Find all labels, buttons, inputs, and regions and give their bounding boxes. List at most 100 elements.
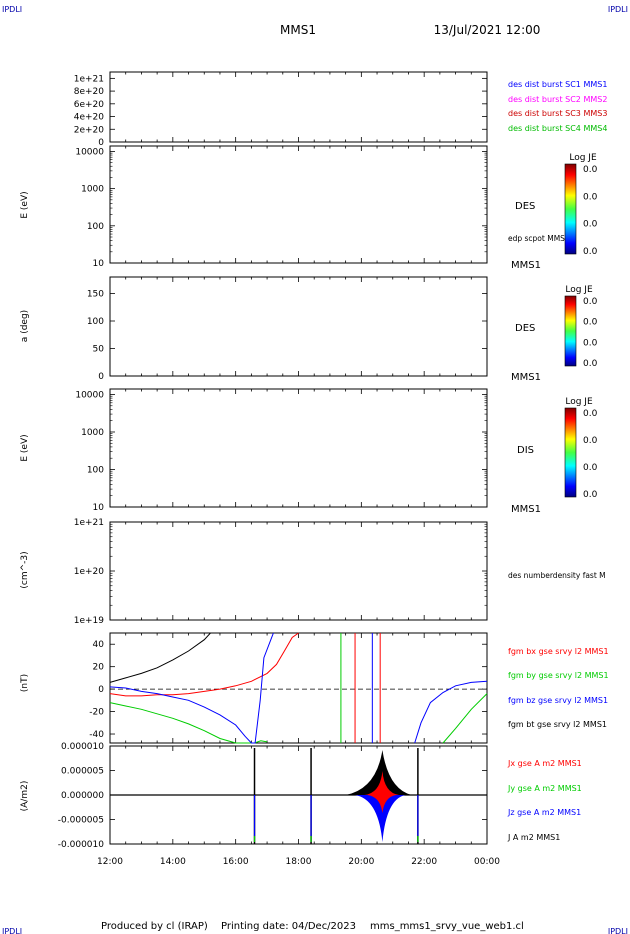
xtick-label: 16:00	[223, 857, 249, 867]
colorbar-tick-label: 0.0	[583, 297, 598, 307]
ylabel-pitch-angle: a (deg)	[20, 310, 30, 342]
plot-traces	[109, 141, 488, 844]
colorbar-tick-label: 0.0	[583, 490, 598, 500]
ytick-label: 20	[93, 663, 105, 673]
legend-density: des numberdensity fast M	[508, 571, 606, 580]
ytick-label: -40	[89, 730, 104, 740]
trace-bt	[109, 632, 211, 683]
label-dis-energy: DIS	[517, 445, 534, 456]
panel-frame-4	[109, 388, 488, 508]
ytick-label: 100	[87, 465, 104, 475]
label-mms1-panel2: MMS1	[511, 260, 541, 271]
colorbar-tick-label: 0.0	[583, 436, 598, 446]
current-cusp-jz	[355, 795, 406, 842]
ytick-label: 4e+20	[74, 113, 105, 123]
ytick-label: 0	[98, 138, 104, 148]
panel-frames	[109, 71, 488, 845]
ylabel-energy-dis: E (eV)	[20, 434, 30, 461]
ytick-label: 10000	[75, 147, 104, 157]
legend-j: J A m2 MMS1	[507, 833, 560, 842]
colorbar-tick-label: 0.0	[583, 192, 598, 202]
panel-frame-2	[109, 145, 488, 264]
colorbar-tick-label: 0.0	[583, 409, 598, 419]
ytick-label: 50	[93, 345, 105, 355]
footer-printing-date: Printing date: 04/Dec/2023	[221, 921, 356, 932]
colorbar-tick-label: 0.0	[583, 165, 598, 175]
current-cusp-jx	[364, 771, 400, 795]
ytick-label: 0.000005	[61, 767, 104, 777]
colorbar-1	[564, 163, 577, 255]
y-axis-tick-labels: 02e+204e+206e+208e+201e+2110100100010000…	[58, 74, 104, 850]
colorbar-title-panel4: Log JE	[565, 397, 593, 407]
trace-bx	[109, 632, 299, 697]
label-des-energy: DES	[515, 201, 535, 212]
ytick-label: 1e+21	[74, 518, 104, 528]
legend-des-sc1: des dist burst SC1 MMS1	[508, 80, 607, 89]
ytick-label: 1e+21	[74, 74, 104, 84]
xtick-label: 14:00	[160, 857, 186, 867]
footer-produced-by: Produced by cl (IRAP)	[101, 921, 208, 932]
spacecraft-title: MMS1	[280, 23, 316, 37]
legend-des-sc4: des dist burst SC4 MMS4	[508, 124, 607, 133]
ytick-label: -0.000010	[58, 840, 104, 850]
colorbars: 0.0 0.0 0.0 0.0 0.0 0.0 0.0 0.0 0.0 0.0 0.0 0.0	[564, 163, 598, 500]
datetime-title: 13/Jul/2021 12:00	[434, 23, 541, 37]
ylabel-current-density: (A/m2)	[20, 781, 30, 812]
ytick-label: 10	[93, 503, 105, 513]
ytick-label: 8e+20	[74, 87, 105, 97]
colorbar-tick-label: 0.0	[583, 220, 598, 230]
trace-by-late	[442, 693, 488, 744]
ytick-label: 1e+20	[74, 567, 105, 577]
ytick-label: 1e+19	[74, 616, 105, 626]
trace-bz-late	[414, 680, 488, 744]
xtick-label: 00:00	[474, 857, 500, 867]
ytick-label: -0.000005	[58, 816, 104, 826]
ylabel-magnetic-field: (nT)	[20, 674, 30, 692]
ytick-label: 100	[87, 222, 104, 232]
ytick-label: 10	[93, 259, 105, 269]
ylabel-energy-des: E (eV)	[20, 191, 30, 218]
colorbar-tick-label: 0.0	[583, 463, 598, 473]
colorbar-3	[564, 407, 577, 498]
legend-des-sc3: des dist burst SC3 MMS3	[508, 109, 607, 118]
trace-by	[109, 702, 268, 744]
xtick-label: 18:00	[286, 857, 312, 867]
colorbar-tick-label: 0.0	[583, 247, 598, 257]
panel-frame-3	[109, 276, 488, 377]
ytick-label: 2e+20	[74, 125, 105, 135]
colorbar-title-panel2: Log JE	[569, 153, 597, 163]
legend-bz: fgm bz gse srvy l2 MMS1	[508, 696, 608, 705]
ytick-label: 1000	[81, 185, 104, 195]
label-mms1-panel4: MMS1	[511, 504, 541, 515]
axis-ticks	[109, 72, 488, 845]
legend-bx: fgm bx gse srvy l2 MMS1	[508, 647, 609, 656]
label-des-pitch: DES	[515, 323, 535, 334]
ytick-label: 100	[87, 317, 104, 327]
panel-frame-1	[109, 71, 488, 143]
corner-label-bottom-right: IPDLI	[608, 927, 628, 934]
trace-bz	[109, 632, 274, 744]
legend-by: fgm by gse srvy l2 MMS1	[508, 671, 609, 680]
corner-label-top-left: IPDLI	[2, 5, 22, 14]
ytick-label: 150	[87, 290, 104, 300]
colorbar-tick-label: 0.0	[583, 359, 598, 369]
colorbar-2	[564, 295, 577, 367]
legend-jz: Jz gse A m2 MMS1	[507, 808, 581, 817]
ytick-label: 1000	[81, 428, 104, 438]
xtick-label: 12:00	[97, 857, 123, 867]
ytick-label: 0.000000	[61, 791, 104, 801]
colorbar-tick-label: 0.0	[583, 318, 598, 328]
ytick-label: 10000	[75, 390, 104, 400]
xtick-label: 22:00	[411, 857, 437, 867]
corner-label-top-right: IPDLI	[608, 5, 628, 14]
corner-label-bottom-left: IPDLI	[2, 927, 22, 934]
ytick-label: 0.000010	[61, 742, 104, 752]
panel-frame-5	[109, 521, 488, 621]
xtick-label: 20:00	[348, 857, 374, 867]
ytick-label: -20	[89, 708, 104, 718]
label-edp-scpot: edp scpot MMS1	[508, 234, 570, 243]
ytick-label: 0	[98, 372, 104, 382]
colorbar-title-panel3: Log JE	[565, 285, 593, 295]
panel-frame-6	[109, 632, 488, 744]
